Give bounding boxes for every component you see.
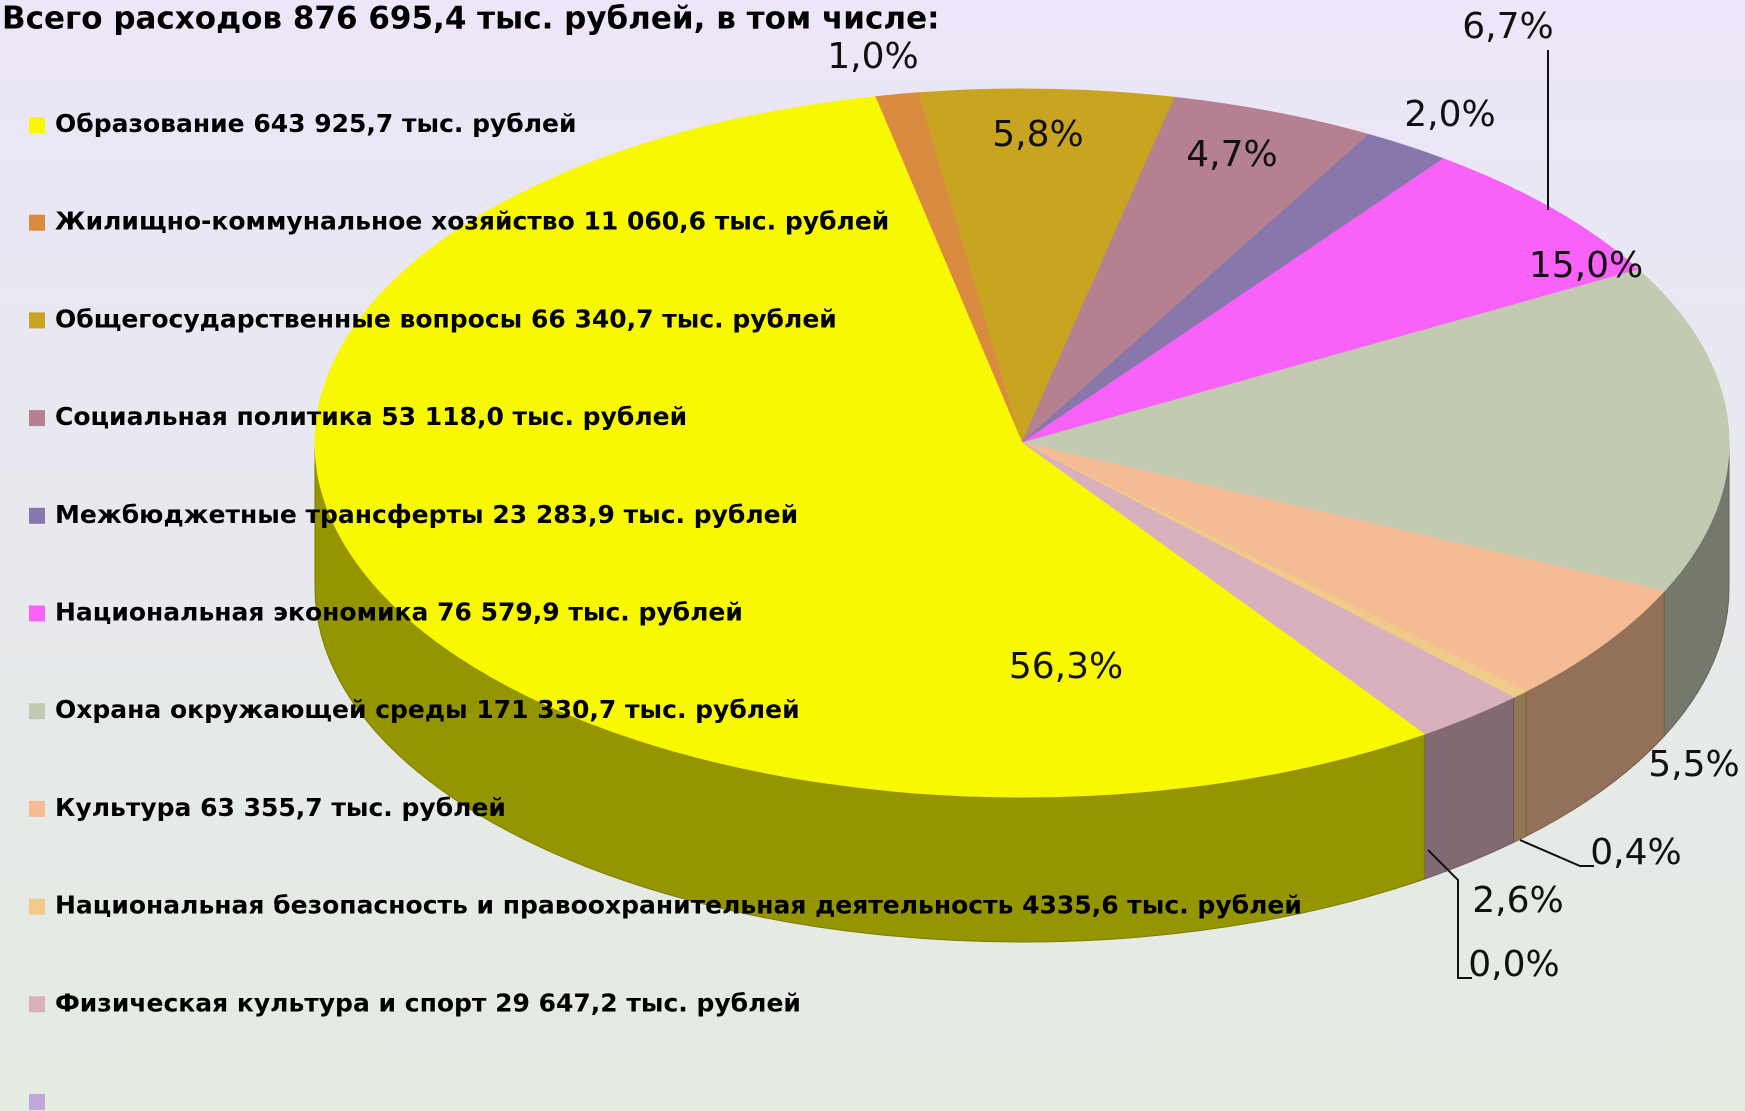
legend-label: Охрана окружающей среды 171 330,7 тыс. р… [55, 695, 800, 724]
legend-label: Общегосударственные вопросы 66 340,7 тыс… [55, 304, 837, 333]
legend-swatch [29, 117, 45, 133]
legend-swatch [29, 996, 45, 1013]
data-label: 56,3% [1009, 646, 1123, 687]
legend-swatch [29, 605, 45, 622]
data-label: 5,5% [1648, 744, 1739, 785]
data-label: 5,8% [992, 114, 1083, 155]
data-label: 0,4% [1590, 832, 1681, 873]
pie-slice [918, 88, 1176, 445]
legend-label: Образование 643 925,7 тыс. рублей [55, 109, 577, 138]
legend-label: Национальная безопасность и правоохранит… [55, 891, 1302, 920]
data-label: 2,0% [1404, 94, 1495, 135]
legend-swatch [29, 898, 45, 915]
legend-swatch [29, 214, 45, 231]
legend-swatch [29, 507, 45, 524]
legend-swatch [29, 312, 45, 329]
legend-swatch [29, 703, 45, 720]
data-label: 0,0% [1468, 944, 1559, 985]
pie-slice [1021, 96, 1371, 444]
legend-label: Национальная экономика 76 579,9 тыс. руб… [55, 598, 743, 627]
data-label: 1,0% [827, 36, 918, 77]
data-label: 15,0% [1529, 245, 1643, 286]
pie-side [1512, 690, 1527, 844]
legend-label: Культура 63 355,7 тыс. рублей [55, 793, 506, 822]
data-label: 4,7% [1186, 134, 1277, 175]
labels: 56,3% 1,0% 5,8% 4,7% 2,0% 6,7% 15,0% 5,5% 0,4% 2,… [827, 6, 1739, 985]
data-label: 2,6% [1472, 880, 1563, 921]
pie [314, 88, 1730, 943]
legend-label: Жилищно-коммунальное хозяйство 11 060,6 … [55, 207, 889, 236]
pie-slice [314, 96, 1426, 798]
legend-label: Физическая культура и спорт 29 647,2 тыс… [55, 988, 801, 1017]
legend-swatch [29, 1094, 45, 1110]
data-label: 6,7% [1462, 6, 1553, 47]
legend-swatch [29, 800, 45, 817]
legend-label: Социальная политика 53 118,0 тыс. рублей [55, 402, 687, 431]
chart-title: Всего расходов 876 695,4 тыс. рублей, в … [2, 1, 940, 37]
leader-line [1427, 849, 1472, 979]
pie-slice [1021, 442, 1666, 692]
leader-line [1519, 839, 1594, 867]
legend-label: Межбюджетные трансферты 23 283,9 тыс. ру… [55, 500, 798, 529]
pie-slice [1021, 269, 1730, 592]
pie-slice [1021, 158, 1640, 444]
legend-swatch [29, 410, 45, 427]
